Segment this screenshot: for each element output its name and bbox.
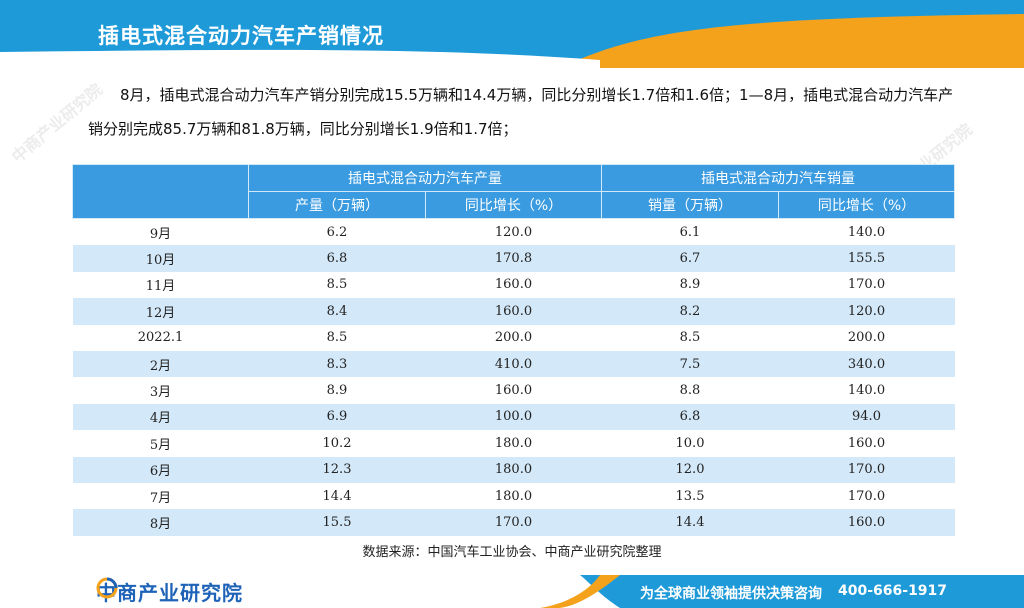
table-row: 10月 6.8 170.8 6.7 155.5 — [72, 245, 955, 272]
table-row: 6月 12.3 180.0 12.0 170.0 — [72, 456, 955, 483]
table-cell: 170.8 — [425, 245, 602, 272]
row-label-cell: 10月 — [72, 245, 249, 272]
table-row: 8月 15.5 170.0 14.4 160.0 — [72, 509, 955, 536]
table-row: 5月 10.2 180.0 10.0 160.0 — [72, 430, 955, 457]
table-cell: 120.0 — [778, 298, 955, 325]
table-cell: 10.0 — [601, 430, 779, 457]
table-cell: 120.0 — [425, 218, 602, 246]
sub-header-sales-growth: 同比增长（%） — [778, 191, 955, 219]
table-body: 9月 6.2 120.0 6.1 140.0 10月 6.8 170.8 6.7 155.5 11月… — [72, 218, 955, 536]
table-cell: 140.0 — [778, 377, 955, 404]
sub-header-sales: 销量（万辆） — [601, 191, 779, 219]
table-cell: 8.3 — [248, 350, 426, 378]
table-cell: 170.0 — [778, 456, 955, 483]
table-cell: 160.0 — [425, 298, 602, 325]
intro-text: 8月，插电式混合动力汽车产销分别完成15.5万辆和14.4万辆，同比分别增长1.… — [88, 86, 954, 138]
table-cell: 8.5 — [248, 324, 426, 351]
table-cell: 10.2 — [248, 430, 426, 457]
table-row: 3月 8.9 160.0 8.8 140.0 — [72, 377, 955, 404]
row-label-cell: 11月 — [72, 271, 249, 299]
footer-phone: 400-666-1917 — [838, 583, 948, 599]
footer-banner: 中商产业研究院 为全球商业领袖提供决策咨询 400-666-1917 — [0, 575, 1024, 608]
row-label-cell: 4月 — [72, 403, 249, 431]
group-header-production: 插电式混合动力汽车产量 — [248, 164, 602, 192]
table-cell: 6.2 — [248, 218, 426, 246]
table-cell: 6.7 — [601, 245, 779, 272]
table-cell: 160.0 — [778, 509, 955, 536]
table-cell: 170.0 — [778, 482, 955, 510]
table-row: 7月 14.4 180.0 13.5 170.0 — [72, 482, 955, 510]
table-row: 9月 6.2 120.0 6.1 140.0 — [72, 218, 955, 246]
table-row: 2月 8.3 410.0 7.5 340.0 — [72, 350, 955, 378]
table-row: 12月 8.4 160.0 8.2 120.0 — [72, 298, 955, 325]
row-label-cell: 12月 — [72, 298, 249, 325]
table-cell: 140.0 — [778, 218, 955, 246]
group-header-sales: 插电式混合动力汽车销量 — [601, 164, 955, 192]
table-cell: 160.0 — [778, 430, 955, 457]
table-row: 4月 6.9 100.0 6.8 94.0 — [72, 403, 955, 431]
table-cell: 100.0 — [425, 403, 602, 431]
header-banner: 插电式混合动力汽车产销情况 — [0, 0, 1024, 68]
page-title: 插电式混合动力汽车产销情况 — [98, 24, 384, 48]
footer-slogan: 为全球商业领袖提供决策咨询 — [640, 586, 822, 602]
table-cell: 6.8 — [601, 403, 779, 431]
table-cell: 170.0 — [425, 509, 602, 536]
table-cell: 6.8 — [248, 245, 426, 272]
table-cell: 8.2 — [601, 298, 779, 325]
row-label-cell: 6月 — [72, 456, 249, 483]
table-cell: 200.0 — [778, 324, 955, 351]
footer-background — [0, 575, 1024, 608]
row-label-cell: 5月 — [72, 430, 249, 457]
table-cell: 12.3 — [248, 456, 426, 483]
logo-icon — [96, 577, 118, 599]
table-cell: 14.4 — [248, 482, 426, 510]
table-cell: 200.0 — [425, 324, 602, 351]
table-cell: 12.0 — [601, 456, 779, 483]
table-cell: 8.9 — [601, 271, 779, 299]
table-cell: 170.0 — [778, 271, 955, 299]
row-label-cell: 7月 — [72, 482, 249, 510]
table-cell: 8.5 — [248, 271, 426, 299]
table-cell: 340.0 — [778, 350, 955, 378]
data-source-note: 数据来源：中国汽车工业协会、中商产业研究院整理 — [362, 545, 662, 560]
table-cell: 6.1 — [601, 218, 779, 246]
table-row: 11月 8.5 160.0 8.9 170.0 — [72, 271, 955, 299]
table-cell: 180.0 — [425, 482, 602, 510]
table-cell: 94.0 — [778, 403, 955, 431]
table-cell: 13.5 — [601, 482, 779, 510]
table-corner-header — [72, 164, 249, 219]
table-cell: 7.5 — [601, 350, 779, 378]
row-label-cell: 9月 — [72, 218, 249, 246]
intro-paragraph: 8月，插电式混合动力汽车产销分别完成15.5万辆和14.4万辆，同比分别增长1.… — [88, 78, 968, 146]
sub-header-production: 产量（万辆） — [248, 191, 426, 219]
sub-header-production-growth: 同比增长（%） — [425, 191, 602, 219]
row-label-cell: 3月 — [72, 377, 249, 404]
table-cell: 8.4 — [248, 298, 426, 325]
table-cell: 6.9 — [248, 403, 426, 431]
company-logo: 中商产业研究院 — [96, 577, 243, 605]
row-label-cell: 2月 — [72, 350, 249, 378]
row-label-cell: 2022.1 — [72, 324, 249, 351]
table-row: 2022.1 8.5 200.0 8.5 200.0 — [72, 324, 955, 351]
table-cell: 180.0 — [425, 456, 602, 483]
table-cell: 8.8 — [601, 377, 779, 404]
table-cell: 14.4 — [601, 509, 779, 536]
table-cell: 15.5 — [248, 509, 426, 536]
table-cell: 410.0 — [425, 350, 602, 378]
table-cell: 180.0 — [425, 430, 602, 457]
table-cell: 160.0 — [425, 271, 602, 299]
table-cell: 160.0 — [425, 377, 602, 404]
table-cell: 8.9 — [248, 377, 426, 404]
header-background — [0, 0, 1024, 68]
logo-text: 中商产业研究院 — [96, 580, 243, 605]
row-label-cell: 8月 — [72, 509, 249, 536]
table-cell: 8.5 — [601, 324, 779, 351]
table-cell: 155.5 — [778, 245, 955, 272]
data-table: 插电式混合动力汽车产量 插电式混合动力汽车销量 产量（万辆） 同比增长（%） 销… — [72, 164, 955, 536]
